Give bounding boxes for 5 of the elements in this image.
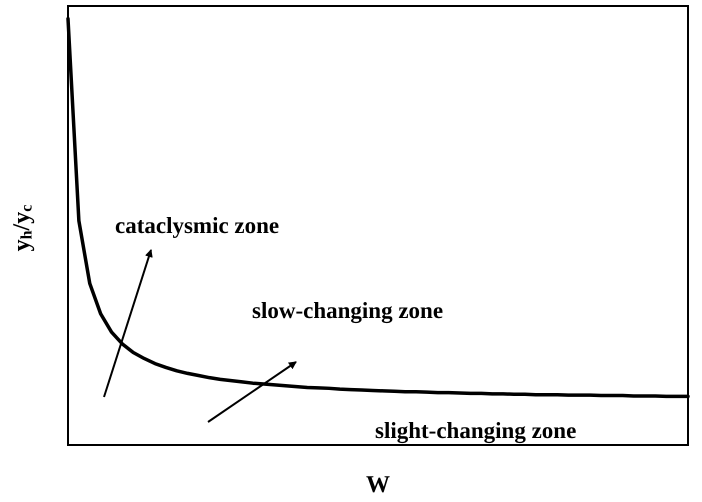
annotation: slow-changing zone (252, 298, 444, 324)
x-axis-title: W (366, 472, 390, 498)
annotation: cataclysmic zone (115, 213, 280, 238)
y-axis-title: yh/yc (9, 204, 36, 252)
annotation: slight-changing zone (375, 418, 576, 444)
